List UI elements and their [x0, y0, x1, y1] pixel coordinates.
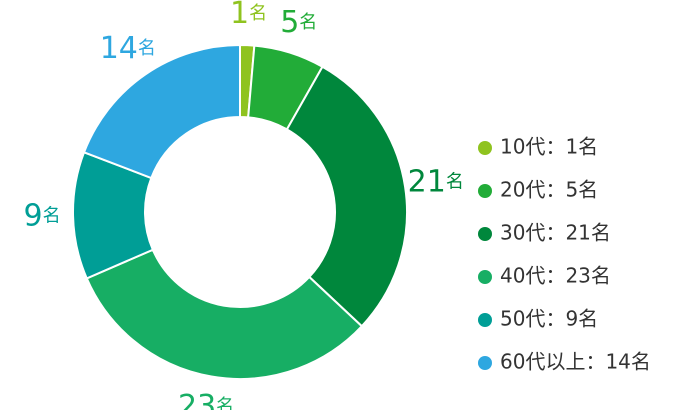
data-label-value: 21 — [408, 164, 446, 199]
data-label: 1名 — [230, 0, 267, 31]
legend-label: 30代：21名 — [500, 221, 611, 245]
data-label-unit: 名 — [446, 171, 464, 192]
data-label: 5名 — [280, 4, 317, 39]
legend-swatch — [478, 356, 492, 370]
data-label-unit: 名 — [43, 205, 61, 226]
legend-label: 10代：1名 — [500, 135, 598, 159]
data-label-unit: 名 — [249, 3, 267, 24]
data-label: 14名 — [100, 30, 156, 65]
data-label: 9名 — [23, 198, 60, 233]
data-label-value: 14 — [100, 30, 138, 65]
donut-segment — [85, 248, 364, 380]
legend-swatch — [478, 227, 492, 241]
donut-segment — [285, 65, 408, 328]
legend-label: 40代：23名 — [500, 264, 611, 288]
legend-label: 60代以上：14名 — [500, 350, 651, 374]
data-label: 23名 — [178, 389, 234, 410]
data-label-unit: 名 — [216, 396, 234, 410]
data-label-unit: 名 — [299, 12, 317, 33]
legend-swatch — [478, 141, 492, 155]
data-label-value: 5 — [280, 4, 299, 39]
legend-swatch — [478, 270, 492, 284]
donut-segment — [82, 43, 241, 180]
data-label: 21名 — [408, 164, 464, 199]
legend-swatch — [478, 184, 492, 198]
data-label-unit: 名 — [138, 38, 156, 59]
legend-label: 20代：5名 — [500, 178, 598, 202]
data-label-value: 23 — [178, 389, 216, 410]
legend-swatch — [478, 313, 492, 327]
data-label-value: 9 — [23, 198, 42, 233]
legend-label: 50代：9名 — [500, 307, 598, 331]
data-label-value: 1 — [230, 0, 249, 31]
